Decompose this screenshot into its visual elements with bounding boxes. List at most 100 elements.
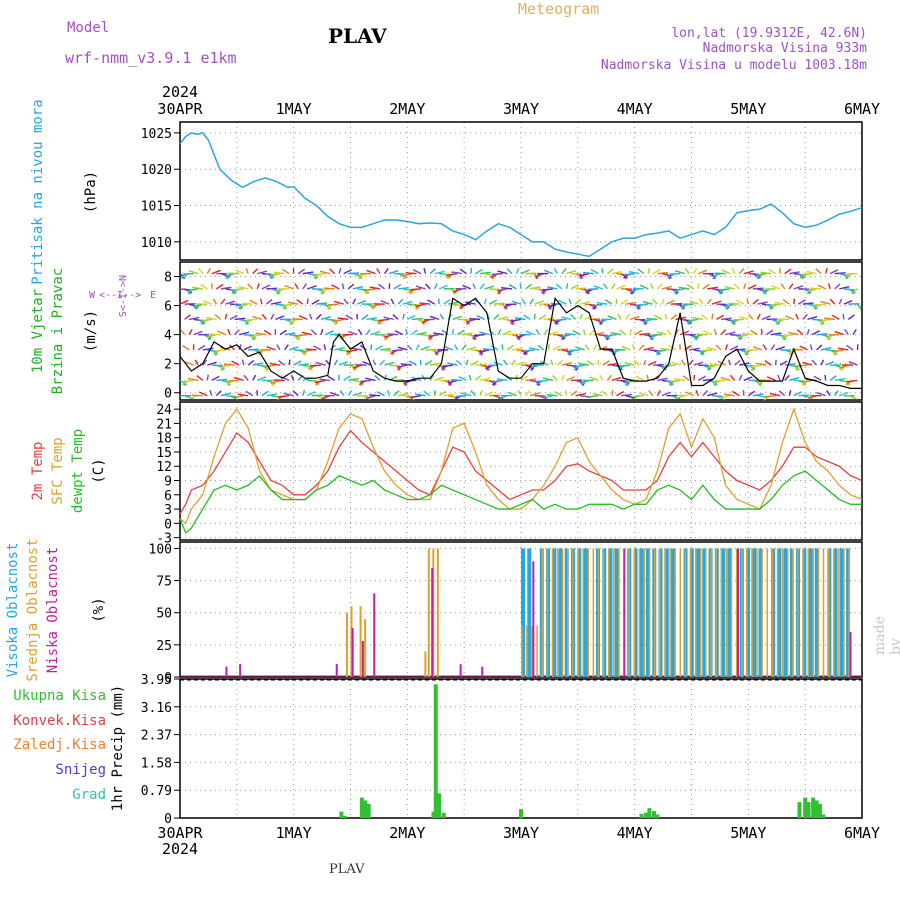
wind-barb [229, 314, 238, 320]
wind-barb [455, 394, 467, 398]
cloud-mid-bar [345, 612, 348, 677]
cloud-mid-bar [427, 548, 430, 677]
wind-barb [466, 346, 477, 351]
wind-barb [479, 389, 484, 396]
wind-barb [429, 362, 441, 366]
wind-barb [446, 272, 458, 277]
wind-barb [380, 299, 390, 305]
wind-barb [252, 268, 259, 275]
cloud-mid-bar [735, 548, 738, 677]
wind-axis-title-1: 10m Vjetar [30, 289, 46, 373]
wind-barb [584, 315, 594, 321]
wind-barb [461, 344, 467, 351]
wind-barb [701, 349, 713, 352]
wind-barb [706, 364, 717, 369]
wind-barb [801, 272, 813, 276]
wind-barb [352, 286, 364, 290]
wind-barb [570, 284, 579, 290]
wind-barb [610, 331, 622, 336]
wind-barb [611, 270, 623, 275]
wind-barb [447, 362, 458, 366]
wind-barb [643, 359, 647, 366]
wind-barb [415, 344, 420, 351]
wind-barb [669, 272, 681, 275]
wind-barb [362, 360, 372, 366]
wind-barb [852, 329, 857, 336]
cloud-mid-bar [710, 548, 712, 677]
wind-barb [550, 359, 554, 366]
wind-barb [179, 299, 189, 305]
wind-barb [402, 272, 413, 277]
wind-barb [508, 284, 517, 290]
wind-barb [816, 344, 823, 351]
wind-barb [252, 362, 264, 366]
wind-barb [823, 317, 835, 321]
wind-barb [245, 390, 254, 397]
wind-barb [488, 299, 498, 305]
wind-barb [561, 268, 567, 275]
cloud-mid-bar [572, 548, 574, 677]
wind-barb [476, 314, 485, 321]
wind-barb [479, 271, 491, 275]
wind-barb [465, 318, 476, 323]
wind-barb [652, 268, 661, 275]
wind-barb [707, 286, 719, 290]
cloud-high-bar [802, 548, 807, 677]
wind-barb [602, 360, 610, 366]
cloud-mid-bar [628, 548, 630, 677]
wind-barb [564, 332, 576, 336]
wind-barb [689, 300, 699, 305]
wind-barb [184, 314, 191, 320]
wind-barb [537, 379, 549, 383]
wind-barb [534, 300, 544, 305]
cloud-mid-bar [827, 548, 830, 677]
wind-barb [357, 329, 363, 336]
wind-barb [575, 298, 582, 305]
wind-barb [674, 377, 685, 382]
wind-barb [429, 315, 440, 321]
wind-barb [205, 316, 217, 321]
wind-barb [393, 390, 400, 397]
wind-barb [817, 284, 826, 290]
wind-barb [343, 298, 349, 305]
wind-barb [529, 364, 540, 369]
wind-barb [293, 360, 302, 366]
cloud-mid-bar [664, 548, 666, 677]
wind-barb [333, 359, 338, 366]
wind-barb [646, 317, 658, 321]
wind-barb [619, 329, 627, 336]
wind-barb [824, 267, 828, 274]
cloud-mid-bar [679, 548, 682, 677]
wind-barb [637, 268, 645, 275]
wind-barb [570, 390, 578, 397]
wind-barb [187, 288, 199, 292]
wind-barb [646, 374, 649, 381]
wind-barb [206, 374, 209, 381]
wind-barb [592, 303, 603, 307]
wind-barb [419, 302, 431, 305]
model-name: wrf-nmm_v3.9.1 e1km [65, 49, 237, 67]
wind-barb [345, 314, 354, 320]
wind-barb [589, 376, 599, 382]
wind-barb [732, 318, 744, 321]
cloud-mid-bar [669, 548, 671, 677]
wind-barb [570, 313, 577, 320]
wind-barb [635, 375, 645, 382]
cloud-low-bar [361, 641, 364, 677]
cloud-high-bar [702, 548, 707, 677]
wind-barb [802, 302, 814, 305]
wind-barb [269, 272, 281, 277]
wind-barb [725, 331, 736, 336]
wind-barb [376, 391, 385, 397]
wind-barb [520, 269, 530, 275]
cloud-high-bar [846, 548, 851, 677]
wind-barb [235, 269, 244, 275]
wind-barb [784, 374, 790, 381]
wind-barb [490, 345, 499, 351]
wind-barb [278, 394, 290, 398]
wind-barb [698, 269, 708, 275]
wind-barb [552, 374, 558, 381]
cloud-mid-bar [526, 625, 528, 677]
wind-barb [266, 393, 278, 397]
cloud-mid-bar [618, 548, 620, 677]
